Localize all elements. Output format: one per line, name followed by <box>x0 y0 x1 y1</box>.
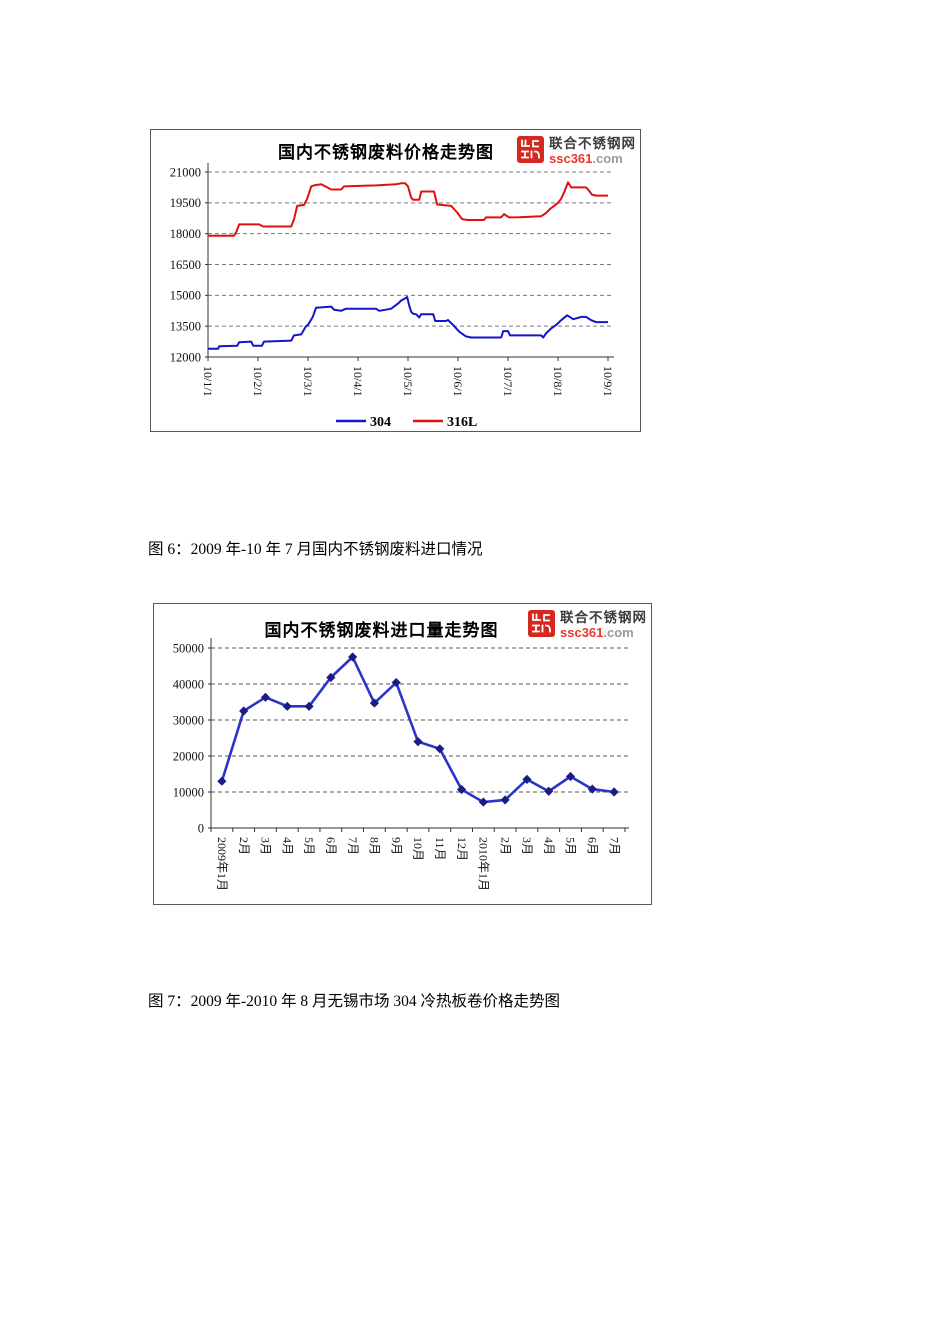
x-tick-label: 10/8/1 <box>551 366 565 397</box>
x-tick-label: 10/6/1 <box>451 366 465 397</box>
x-tick-label: 12月 <box>455 837 469 861</box>
x-tick-label: 10/3/1 <box>301 366 315 397</box>
ssc361-logo-icon <box>528 610 555 637</box>
y-tick-label: 30000 <box>173 713 204 727</box>
x-tick-label: 10/1/1 <box>201 366 215 397</box>
x-tick-label: 10/4/1 <box>351 366 365 397</box>
figure7-caption: 图 7：2009 年-2010 年 8 月无锡市场 304 冷热板卷价格走势图 <box>148 993 561 1010</box>
x-tick-label: 4月 <box>280 837 294 855</box>
x-tick-label: 6月 <box>324 837 338 855</box>
data-point-marker <box>522 774 532 784</box>
y-tick-label: 10000 <box>173 785 204 799</box>
y-tick-label: 20000 <box>173 749 204 763</box>
ssc361-logo: 联合不锈钢网 ssc361.com <box>528 610 647 640</box>
import-series-line <box>220 655 615 804</box>
x-tick-label: 6月 <box>585 837 599 855</box>
figure6-caption: 图 6：2009 年-10 年 7 月国内不锈钢废料进口情况 <box>148 541 483 558</box>
x-tick-label: 11月 <box>433 837 447 861</box>
x-tick-label: 2009年1月 <box>215 837 229 891</box>
legend: 304 316L <box>336 415 477 430</box>
x-tick-label: 5月 <box>564 837 578 855</box>
data-point-marker <box>348 652 358 662</box>
data-point-marker <box>587 784 597 794</box>
import-plot-area: 0 10000 20000 30000 40000 50000 2009年1月 2月 3月 4月 5… <box>173 638 629 891</box>
price-trend-chart: 12000 13500 15000 16500 18000 19500 21000 10/1/… <box>150 129 641 432</box>
data-point-marker <box>326 672 336 683</box>
logo-site-name: 联合不锈钢网 <box>560 610 647 625</box>
y-tick-label: 19500 <box>170 196 201 210</box>
y-tick-label: 16500 <box>170 258 201 272</box>
x-tick-label: 3月 <box>520 837 534 855</box>
x-tick-label: 8月 <box>368 837 382 855</box>
series-line-316L <box>208 181 608 237</box>
ssc361-logo-icon <box>517 136 544 163</box>
x-tick-label: 5月 <box>302 837 316 855</box>
data-point-marker <box>456 784 467 795</box>
price-chart-title: 国内不锈钢废料价格走势图 <box>278 143 494 162</box>
data-point-marker <box>413 737 423 747</box>
price-chart-canvas: 12000 13500 15000 16500 18000 19500 21000 10/1/… <box>170 163 615 430</box>
data-point-marker <box>435 744 445 754</box>
x-tick-label: 7月 <box>607 837 621 855</box>
legend-label-316L: 316L <box>447 415 477 430</box>
series-line-304 <box>208 296 608 350</box>
x-tick-label: 2月 <box>498 837 512 855</box>
data-point-marker <box>239 706 249 716</box>
y-tick-label: 13500 <box>170 320 201 334</box>
y-tick-label: 18000 <box>170 227 201 241</box>
import-chart-canvas: 0 10000 20000 30000 40000 50000 2009年1月 2月 3月 4月 5… <box>173 638 629 891</box>
ssc361-logo: 联合不锈钢网 ssc361.com <box>517 136 636 166</box>
y-tick-label: 15000 <box>170 289 201 303</box>
y-tick-label: 0 <box>198 821 204 835</box>
x-tick-label: 10/5/1 <box>401 366 415 397</box>
x-tick-label: 10/2/1 <box>251 366 265 397</box>
logo-domain: ssc361.com <box>560 624 634 640</box>
y-tick-label: 12000 <box>170 350 201 364</box>
data-point-marker <box>544 786 554 796</box>
logo-site-name: 联合不锈钢网 <box>549 136 636 151</box>
data-point-marker <box>282 701 292 711</box>
x-tick-label: 2010年1月 <box>477 837 491 891</box>
x-tick-label: 2月 <box>237 837 251 855</box>
price-plot-area: 12000 13500 15000 16500 18000 19500 21000 10/1/… <box>170 163 615 397</box>
import-chart-title: 国内不锈钢废料进口量走势图 <box>264 621 499 640</box>
x-tick-label: 10/9/1 <box>601 366 615 397</box>
x-tick-label: 3月 <box>259 837 273 855</box>
x-tick-label: 7月 <box>346 837 360 855</box>
x-tick-label: 10月 <box>411 837 425 861</box>
legend-label-304: 304 <box>370 415 391 430</box>
x-tick-label: 4月 <box>542 837 556 855</box>
y-tick-label: 50000 <box>173 641 204 655</box>
data-point-marker <box>217 776 227 786</box>
data-point-marker <box>609 787 619 797</box>
x-tick-label: 9月 <box>389 837 403 855</box>
import-volume-chart: 0 10000 20000 30000 40000 50000 2009年1月 2月 3月 4月 5… <box>153 603 652 905</box>
logo-domain: ssc361.com <box>549 150 623 166</box>
x-tick-label: 10/7/1 <box>501 366 515 397</box>
y-tick-label: 21000 <box>170 165 201 179</box>
y-tick-label: 40000 <box>173 677 204 691</box>
